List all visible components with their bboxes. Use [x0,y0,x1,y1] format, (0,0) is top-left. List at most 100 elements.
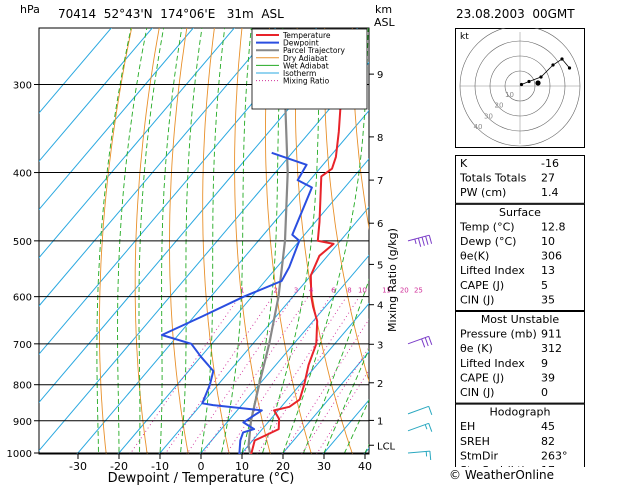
temperature-tick-label: -30 [69,460,87,473]
wet-adiabat-line [179,28,203,454]
wet-adiabat-line [200,28,226,454]
wind-barb-flag [417,237,422,247]
isotherm-line [39,28,153,163]
legend-label: Dewpoint [283,39,319,48]
hodograph-ring [459,28,581,147]
copyright-notice: © WeatherOnline [449,468,555,482]
most-unstable-table-value: 39 [541,371,555,384]
height-tick-label: 7 [377,176,383,187]
mixing-ratio-line [186,296,294,454]
hodograph-table-value: 45 [541,420,555,433]
parcel-trajectory-line [247,28,293,454]
legend-label: Mixing Ratio [283,77,330,86]
hodograph-table-value: 17 [541,464,555,467]
index-table-value: -16 [541,157,559,170]
height-tick-label: 2 [377,379,383,390]
surface-table-title: Surface [499,206,541,219]
mixing-ratio-line [242,296,347,454]
hodograph-table-label: StmSpd (kt) [460,464,526,467]
wind-barb [407,405,433,415]
most-unstable-table-box [455,311,585,404]
hodograph-point [567,66,572,70]
temperature-tick-label: -20 [110,460,128,473]
hodograph-ring [489,55,551,117]
wet-adiabat-line [159,28,183,454]
legend-label: Parcel Trajectory [283,46,345,55]
x-axis-label: Dewpoint / Temperature (°C) [108,471,295,486]
hodograph-point [527,79,531,84]
index-table-label: Totals Totals [459,172,527,185]
wind-barb [407,234,433,247]
index-table-label: PW (cm) [460,186,506,199]
most-unstable-table-value: 0 [541,386,548,399]
dry-adiabat-line [134,28,160,454]
wet-adiabat-line [261,28,322,454]
hodograph-table-value: 82 [541,435,555,448]
height-tick-label: 5 [377,260,383,271]
wind-barb [407,450,432,461]
surface-table-value: 12.8 [541,220,566,233]
hodograph-ring [474,40,566,132]
pressure-tick-label: 300 [13,81,32,92]
hodograph-unit: kt [460,32,469,42]
hodograph-table-value: 263° [541,449,568,462]
isotherm-line [39,28,235,259]
dry-adiabat-line [598,16,629,468]
storm-motion-marker [535,80,541,86]
wind-barb-shaft [407,405,429,415]
wind-barb-flag [425,235,429,245]
isotherm-line [76,109,369,454]
hodograph-ring-label: 30 [484,112,493,120]
hodograph-ring-label: 10 [505,91,514,99]
legend-label: Dry Adiabat [283,54,327,63]
wind-barb-flag [428,235,433,244]
mixing-ratio-line [225,296,331,454]
pressure-tick-label: 400 [13,169,32,180]
wind-barb-flag [428,336,433,345]
wind-barb-flag [424,337,429,347]
hodograph-ring [504,70,536,102]
hodograph-table-box [455,403,585,467]
dry-adiabat-line [202,28,230,454]
isotherm-line [199,254,369,454]
wind-barb-flag [429,451,432,461]
surface-table-label: Lifted Index [460,264,525,277]
isotherm-line [39,28,276,307]
height-tick-label: 8 [377,133,383,144]
mixing-ratio-label: 10 [358,287,367,295]
asl-label: ASL [374,16,395,29]
pressure-tick-label: 500 [13,237,32,248]
hodograph-table-label: EH [460,420,475,433]
wind-barb-flag [414,238,417,245]
isotherm-line [39,28,112,114]
most-unstable-table-value: 911 [541,328,562,341]
isotherm-line [281,351,369,454]
hodograph-point [560,57,564,61]
legend-label: Wet Adiabat [283,61,329,70]
wind-barb-flag [421,338,426,348]
index-table-value: 1.4 [541,186,559,199]
mixing-ratio-label: 2 [273,287,277,295]
mixing-ratio-label: 4 [309,287,314,295]
dry-adiabat-line [265,28,312,454]
station-info: 70414 52°43'N 174°06'E 31m ASL [58,7,284,21]
dry-adiabat-line [323,28,369,383]
wet-adiabat-line [220,28,252,454]
dry-adiabat-line [234,28,271,454]
mixing-ratio-axis-label: Mixing Ratio (g/kg) [386,228,399,332]
height-tick-label: 3 [377,340,383,351]
pressure-tick-label: 600 [13,293,32,304]
most-unstable-table-value: 9 [541,357,548,370]
height-tick-label: 9 [377,70,383,81]
mixing-ratio-label: 8 [347,287,351,295]
wind-barb-flag [424,424,428,430]
surface-table-value: 35 [541,293,555,306]
hodograph-ring-label: 20 [495,102,504,110]
hodograph-point [539,75,543,79]
height-tick-label: 1 [377,416,383,427]
surface-table-value: 10 [541,235,555,248]
surface-table-label: Dewp (°C) [460,235,516,248]
